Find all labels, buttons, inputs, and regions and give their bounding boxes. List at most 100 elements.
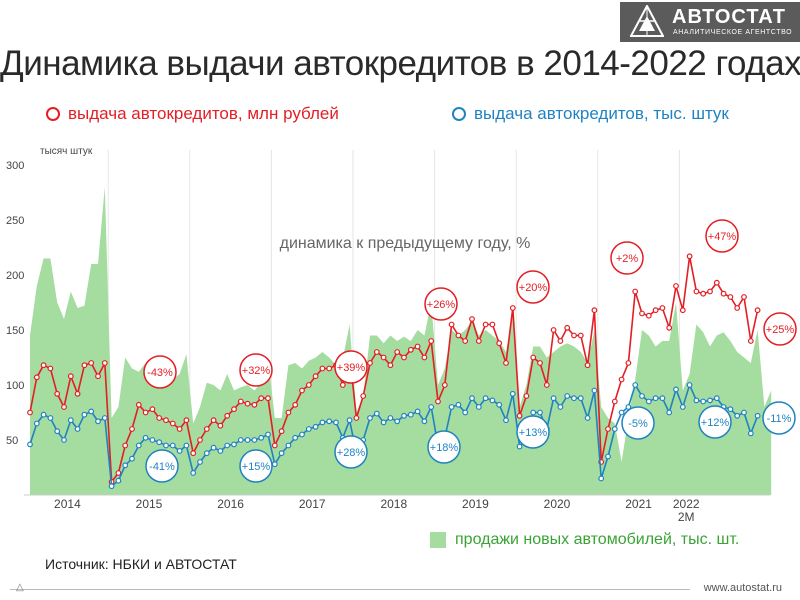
chart-annotation: динамика к предыдущему году, % — [280, 235, 531, 252]
blue-series-point — [258, 434, 265, 441]
red-series-point — [509, 305, 516, 311]
blue-series-point — [299, 431, 305, 438]
blue-series-point — [537, 409, 543, 416]
blue-change-badge-label: -5% — [628, 418, 648, 430]
blue-series-point — [33, 420, 40, 427]
red-series-point — [197, 437, 203, 443]
red-series-point — [244, 400, 251, 407]
red-series-point — [428, 338, 435, 344]
red-series-point — [122, 442, 129, 449]
blue-series-point — [639, 393, 645, 399]
red-series-point — [380, 354, 387, 361]
blue-series-point — [129, 455, 135, 462]
red-series-point — [489, 321, 496, 328]
brand-logo: АВТОСТАТ АНАЛИТИЧЕСКОЕ АГЕНТСТВО — [620, 2, 800, 42]
blue-change-badge-circle — [621, 406, 655, 440]
blue-series-point — [727, 406, 734, 413]
red-series-point — [81, 362, 88, 369]
red-series-point — [523, 393, 530, 399]
red-series-point — [67, 373, 74, 380]
blue-series-point — [203, 450, 210, 457]
legend-red-label: выдача автокредитов, млн рублей — [68, 104, 339, 123]
red-series-point — [169, 420, 176, 427]
red-series-point — [673, 283, 679, 289]
blue-series-point — [319, 419, 326, 426]
red-series-point — [339, 382, 346, 388]
blue-series-point — [469, 395, 475, 402]
green-square-icon — [430, 532, 446, 548]
red-series-point — [27, 409, 33, 416]
blue-series-point — [231, 441, 237, 448]
blue-series-point — [122, 462, 129, 469]
blue-series-point — [101, 415, 108, 421]
red-series-point — [455, 332, 462, 339]
blue-series-point — [747, 430, 754, 437]
blue-series-point — [47, 415, 54, 421]
blue-series-point — [183, 442, 190, 449]
blue-series-point — [686, 382, 693, 388]
footer-url[interactable]: www.autostat.ru — [703, 582, 782, 594]
blue-series-point — [95, 418, 101, 425]
blue-change-badge-circle — [762, 401, 796, 435]
red-series-point — [387, 362, 394, 369]
red-series-point — [299, 387, 305, 394]
blue-series-point — [135, 442, 142, 449]
red-series-point — [285, 409, 292, 416]
x-tick-label: 2019 — [462, 497, 489, 511]
blue-series-point — [333, 419, 339, 426]
blue-series-point — [652, 395, 659, 402]
red-series-point — [632, 288, 639, 295]
legend-red: выдача автокредитов, млн рублей — [46, 104, 339, 124]
blue-series-point — [292, 434, 299, 441]
blue-series-point — [428, 404, 435, 410]
y-tick-label: 150 — [6, 325, 24, 337]
x-tick-label: 2018 — [380, 497, 407, 511]
x-tick-label: 2015 — [136, 497, 163, 511]
blue-series-point — [367, 415, 373, 421]
red-series-point — [639, 310, 645, 317]
blue-series-point — [224, 442, 231, 449]
blue-series-point — [305, 426, 312, 432]
red-series-point — [210, 417, 217, 424]
red-change-badge-circle — [516, 270, 550, 304]
autostat-triangle-logo-icon — [630, 5, 664, 37]
x-tick-suffix: 2М — [678, 510, 695, 522]
blue-series-point — [448, 404, 455, 410]
blue-series-point — [475, 404, 482, 410]
red-series-point — [40, 362, 47, 369]
red-change-badge-label: -43% — [147, 367, 173, 379]
blue-series-point — [666, 409, 673, 416]
red-series-point — [557, 338, 564, 344]
red-series-point — [176, 426, 183, 432]
red-series-point — [435, 398, 441, 405]
blue-series-point — [61, 437, 67, 443]
blue-series-point — [346, 417, 353, 424]
brand-name: АВТОСТАТ — [672, 6, 786, 28]
blue-series-point — [380, 419, 387, 426]
blue-series-point — [564, 393, 571, 399]
blue-change-badge-circle — [334, 435, 368, 469]
red-series-point — [747, 338, 754, 344]
chart-title: Динамика выдачи автокредитов в 2014-2022… — [0, 44, 800, 83]
blue-change-badge-label: -41% — [149, 461, 175, 473]
blue-series-point — [611, 426, 618, 432]
red-series-point — [142, 409, 149, 416]
blue-series-point — [210, 444, 217, 451]
legend-blue: выдача автокредитов, тыс. штук — [452, 104, 729, 124]
red-series-point — [693, 288, 700, 295]
red-series-point — [47, 365, 54, 372]
red-series-point — [61, 404, 67, 410]
red-series-point — [754, 307, 761, 314]
blue-series-point — [503, 417, 509, 424]
blue-series-point — [618, 409, 625, 416]
blue-series-point — [707, 397, 713, 404]
blue-series-point — [373, 410, 380, 417]
red-series-point — [666, 324, 673, 331]
blue-change-badge-label: +13% — [519, 427, 548, 439]
red-change-badge-circle — [705, 219, 739, 253]
blue-change-badge-circle — [516, 415, 550, 449]
blue-series-point — [679, 404, 686, 410]
blue-series-point — [74, 426, 81, 432]
red-change-badge-circle — [763, 312, 797, 346]
blue-change-badge-circle — [698, 405, 732, 439]
